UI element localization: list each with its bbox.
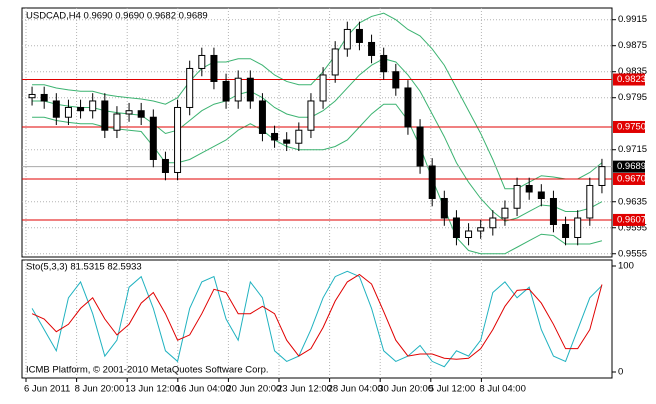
candle-body — [161, 158, 169, 173]
candle-body — [380, 54, 388, 73]
candle-body — [137, 110, 145, 118]
y-tick-label: 0.9835 — [618, 66, 647, 77]
candle-body — [125, 110, 133, 115]
y-tick-label: 0.9875 — [618, 40, 647, 51]
candle-body — [307, 100, 315, 131]
candle-body — [89, 100, 97, 112]
candle-body — [101, 100, 109, 131]
y-tick-label: 0.9915 — [618, 14, 647, 25]
y-tick-label: 0.9635 — [618, 196, 647, 207]
stochastic-plot — [25, 260, 603, 378]
level-label-box — [613, 120, 645, 133]
candle-body — [149, 116, 157, 160]
bollinger-band — [32, 12, 603, 190]
overlay: USDCAD,H4 0.9690 0.9690 0.9682 0.9689 St… — [24, 11, 647, 395]
candle-body — [537, 191, 545, 199]
y-tick-label: 0.9795 — [618, 92, 647, 103]
x-tick-label: 8 Jun 20:00 — [75, 384, 125, 395]
level-label-box — [613, 172, 645, 185]
level-label-box — [613, 213, 645, 226]
level-label: 0.9670 — [617, 173, 646, 184]
y-tick-label: 100 — [618, 261, 634, 272]
candle-body — [440, 197, 448, 219]
price-title: USDCAD,H4 0.9690 0.9690 0.9682 0.9689 — [26, 11, 208, 22]
candle-body — [40, 93, 48, 102]
candle-body — [501, 207, 509, 219]
candle-body — [598, 166, 606, 186]
y-tick-label: 0.9715 — [618, 144, 647, 155]
x-tick-label: 8 Jul 04:00 — [479, 384, 525, 395]
candle-body — [174, 106, 182, 173]
candle-body — [210, 54, 218, 82]
candle-body — [246, 77, 254, 102]
candle-body — [271, 132, 279, 141]
level-label-box — [613, 73, 645, 86]
y-tick-label: 0.9555 — [618, 248, 647, 259]
candle-body — [574, 217, 582, 238]
candle-body — [465, 230, 473, 238]
candle-body — [64, 106, 72, 118]
copyright: ICMB Platform, © 2001-2010 MetaQuotes So… — [26, 365, 269, 376]
candle-body — [28, 93, 36, 99]
stochastic-line — [31, 270, 603, 368]
candle-body — [549, 197, 557, 225]
candle-body — [258, 100, 266, 134]
y-tick-label: 0 — [618, 367, 623, 378]
candle-body — [562, 223, 570, 238]
x-tick-label: 28 Jun 04:00 — [328, 384, 383, 395]
candle-body — [52, 100, 60, 118]
x-tick-label: 5 Jul 12:00 — [429, 384, 475, 395]
current-price-label: 0.9689 — [617, 161, 646, 172]
candle-body — [404, 87, 412, 128]
candle-body — [234, 77, 242, 102]
level-label: 0.9823 — [617, 74, 646, 85]
level-label: 0.9607 — [617, 214, 646, 225]
candle-body — [331, 48, 339, 76]
candle-body — [355, 28, 363, 43]
candle-body — [343, 28, 351, 50]
candle-body — [489, 217, 497, 229]
x-tick-label: 13 Jun 12:00 — [125, 384, 180, 395]
candle-body — [586, 184, 594, 219]
candle-body — [198, 54, 206, 69]
x-tick-label: 30 Jun 20:00 — [378, 384, 433, 395]
stochastic-panel — [21, 259, 613, 379]
price-panel — [21, 7, 613, 258]
price-plot — [22, 8, 612, 257]
candle-body — [319, 74, 327, 102]
x-tick-label: 23 Jun 12:00 — [277, 384, 332, 395]
current-price-box — [613, 160, 645, 173]
candle-body — [295, 129, 303, 144]
bollinger-band — [32, 103, 603, 255]
x-tick-label: 20 Jun 20:00 — [226, 384, 281, 395]
y-tick-label: 0.9595 — [618, 222, 647, 233]
candle-body — [477, 227, 485, 232]
stochastic-title: Sto(5,3,3) 81.5315 82.5933 — [26, 262, 142, 273]
candle-body — [113, 113, 121, 131]
candle-body — [525, 184, 533, 193]
candle-body — [452, 217, 460, 238]
candle-body — [392, 71, 400, 89]
candle-body — [513, 184, 521, 209]
candle-body — [77, 106, 85, 112]
candle-body — [368, 41, 376, 56]
stochastic-line — [31, 273, 603, 360]
candle-body — [283, 139, 291, 144]
level-label: 0.9750 — [617, 121, 646, 132]
candle-body — [428, 165, 436, 199]
candle-body — [416, 126, 424, 167]
x-tick-label: 16 Jun 04:00 — [176, 384, 231, 395]
x-tick-label: 6 Jun 2011 — [24, 384, 70, 395]
candle-body — [222, 80, 230, 102]
candle-body — [186, 67, 194, 108]
